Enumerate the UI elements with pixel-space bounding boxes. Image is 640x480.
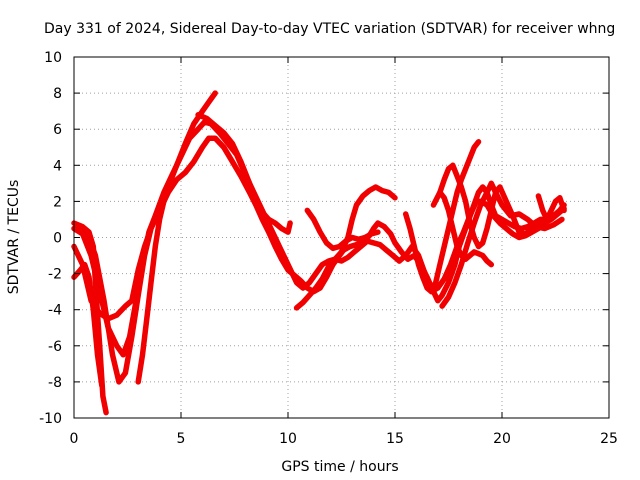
series-track-7	[195, 112, 293, 235]
series-track-14	[535, 193, 567, 223]
y-tick-label: -8	[48, 375, 62, 391]
y-tick-label: 4	[53, 158, 62, 174]
tick-layer: 0 5 10 15 20 25 -10 -8 -6 -4 -2 0 2 4 6 8 10	[39, 50, 618, 447]
series-track-10	[402, 139, 482, 295]
x-tick-label: 20	[493, 431, 511, 447]
y-tick-label: 8	[53, 86, 62, 102]
y-tick-label: -4	[48, 303, 62, 319]
series-track-5	[75, 90, 218, 385]
y-tick-label: 6	[53, 122, 62, 138]
x-tick-label: 25	[600, 431, 618, 447]
series-track-2	[71, 261, 105, 389]
y-tick-label: -10	[39, 411, 62, 427]
series-layer	[71, 90, 567, 416]
series-track-9	[304, 207, 381, 252]
y-axis-label: SDTVAR / TECUs	[6, 180, 22, 295]
y-tick-label: 0	[53, 231, 62, 247]
series-track-6	[135, 189, 169, 385]
x-tick-label: 15	[386, 431, 404, 447]
series-track-3	[71, 135, 567, 322]
x-tick-label: 10	[279, 431, 297, 447]
x-tick-label: 5	[177, 431, 186, 447]
y-tick-label: -2	[48, 267, 62, 283]
y-tick-label: -6	[48, 339, 62, 355]
y-tick-label: 2	[53, 194, 62, 210]
series-track-13	[430, 162, 548, 250]
x-tick-label: 0	[70, 431, 79, 447]
chart-title: Day 331 of 2024, Sidereal Day-to-day VTE…	[44, 21, 615, 37]
y-tick-label: 10	[44, 50, 62, 66]
x-axis-label: GPS time / hours	[281, 459, 398, 475]
